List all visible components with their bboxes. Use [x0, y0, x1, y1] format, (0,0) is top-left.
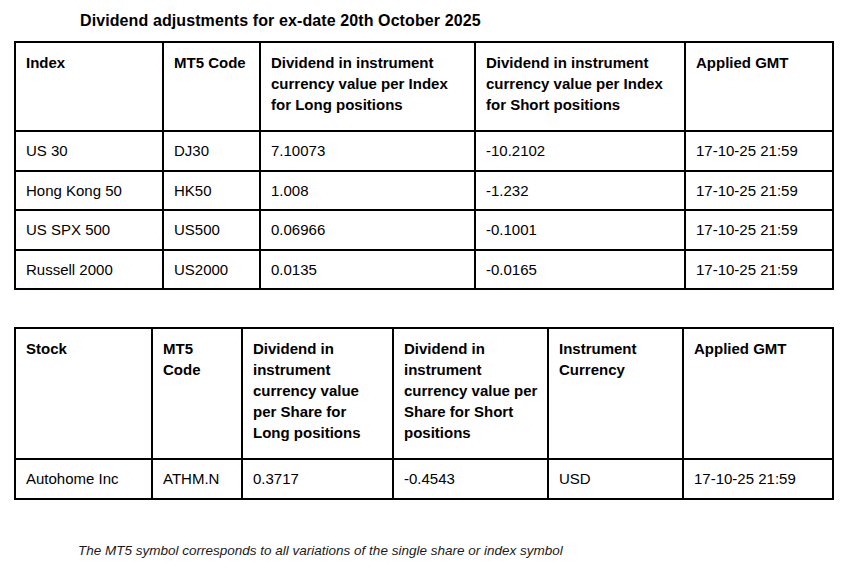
- column-header-mt5-code: MT5 Code: [163, 42, 260, 131]
- footnote: The MT5 symbol corresponds to all variat…: [78, 543, 832, 558]
- column-header-applied-gmt: Applied GMT: [685, 42, 833, 131]
- column-header-applied-gmt: Applied GMT: [683, 328, 833, 459]
- table-cell-index-name: Hong Kong 50: [15, 171, 163, 211]
- column-header-stock: Stock: [15, 328, 152, 459]
- table-cell-dividend-short: -0.1001: [475, 210, 685, 250]
- table-cell-index-name: US 30: [15, 131, 163, 171]
- stock-dividends-table: Stock MT5 Code Dividend in instrument cu…: [14, 327, 834, 500]
- table-cell-dividend-short: -0.0165: [475, 250, 685, 290]
- table-cell-index-name: US SPX 500: [15, 210, 163, 250]
- table-row: US 30 DJ30 7.10073 -10.2102 17-10-25 21:…: [15, 131, 833, 171]
- table-cell-applied-gmt: 17-10-25 21:59: [685, 131, 833, 171]
- table-row: Autohome Inc ATHM.N 0.3717 -0.4543 USD 1…: [15, 459, 833, 499]
- table-cell-dividend-long: 0.06966: [260, 210, 475, 250]
- table-cell-mt5-code: US2000: [163, 250, 260, 290]
- table-cell-mt5-code: DJ30: [163, 131, 260, 171]
- page-title: Dividend adjustments for ex-date 20th Oc…: [80, 12, 832, 30]
- table-cell-applied-gmt: 17-10-25 21:59: [685, 171, 833, 211]
- column-header-dividend-short: Dividend in instrument currency value pe…: [393, 328, 548, 459]
- table-cell-applied-gmt: 17-10-25 21:59: [685, 210, 833, 250]
- table-cell-mt5-code: US500: [163, 210, 260, 250]
- table-row: Russell 2000 US2000 0.0135 -0.0165 17-10…: [15, 250, 833, 290]
- stock-table-header: Stock MT5 Code Dividend in instrument cu…: [15, 328, 833, 459]
- header-row: Stock MT5 Code Dividend in instrument cu…: [15, 328, 833, 459]
- table-row: Hong Kong 50 HK50 1.008 -1.232 17-10-25 …: [15, 171, 833, 211]
- column-header-dividend-long: Dividend in instrument currency value pe…: [242, 328, 393, 459]
- table-cell-mt5-code: ATHM.N: [152, 459, 242, 499]
- table-cell-instrument-currency: USD: [548, 459, 683, 499]
- table-cell-dividend-long: 0.3717: [242, 459, 393, 499]
- column-header-index: Index: [15, 42, 163, 131]
- table-cell-dividend-short: -1.232: [475, 171, 685, 211]
- document-page: Dividend adjustments for ex-date 20th Oc…: [0, 0, 845, 558]
- table-cell-dividend-long: 7.10073: [260, 131, 475, 171]
- header-row: Index MT5 Code Dividend in instrument cu…: [15, 42, 833, 131]
- index-table-header: Index MT5 Code Dividend in instrument cu…: [15, 42, 833, 131]
- table-cell-index-name: Russell 2000: [15, 250, 163, 290]
- table-row: US SPX 500 US500 0.06966 -0.1001 17-10-2…: [15, 210, 833, 250]
- column-header-instrument-currency: Instrument Currency: [548, 328, 683, 459]
- column-header-dividend-long: Dividend in instrument currency value pe…: [260, 42, 475, 131]
- table-cell-dividend-long: 0.0135: [260, 250, 475, 290]
- column-header-dividend-short: Dividend in instrument currency value pe…: [475, 42, 685, 131]
- index-dividends-table: Index MT5 Code Dividend in instrument cu…: [14, 41, 834, 290]
- table-cell-dividend-short: -0.4543: [393, 459, 548, 499]
- table-cell-stock-name: Autohome Inc: [15, 459, 152, 499]
- table-cell-applied-gmt: 17-10-25 21:59: [685, 250, 833, 290]
- table-cell-dividend-short: -10.2102: [475, 131, 685, 171]
- table-cell-mt5-code: HK50: [163, 171, 260, 211]
- table-cell-applied-gmt: 17-10-25 21:59: [683, 459, 833, 499]
- table-cell-dividend-long: 1.008: [260, 171, 475, 211]
- column-header-mt5-code: MT5 Code: [152, 328, 242, 459]
